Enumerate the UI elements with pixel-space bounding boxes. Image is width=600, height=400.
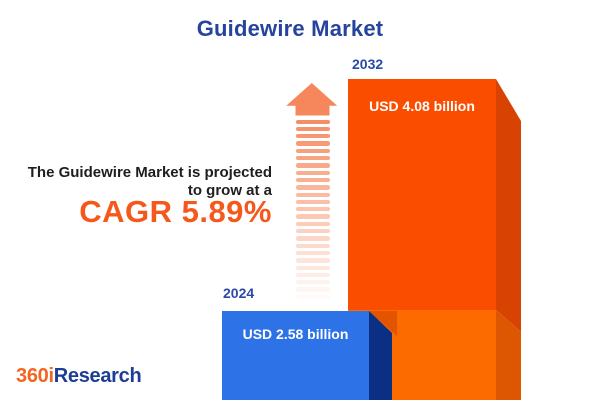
growth-arrow-head-icon (286, 83, 338, 116)
growth-arrow-stripe (295, 243, 330, 248)
annotation-line2: to grow at a (187, 182, 272, 199)
growth-arrow-stripe (295, 199, 330, 205)
growth-arrow-stripe (295, 207, 330, 212)
growth-arrow-stripe (295, 214, 330, 219)
growth-arrow-stripe (295, 141, 330, 146)
growth-arrow-stripe (295, 185, 330, 190)
brand-logo-suffix: Research (53, 365, 142, 387)
growth-arrow-stripe (295, 148, 330, 154)
bar-2032-side-lower (496, 310, 521, 400)
annotation-line1: The Guidewire Market is projected (27, 164, 272, 181)
growth-arrow-stripe (295, 250, 330, 256)
bar-value-2032: USD 4.08 billion (369, 98, 475, 114)
growth-arrow-stripe (295, 287, 330, 292)
year-label-2024: 2024 (223, 285, 255, 301)
growth-arrow-stripe (295, 258, 330, 263)
growth-arrow-stripe (295, 192, 330, 197)
page-title: Guidewire Market (196, 16, 384, 41)
bar-2024-front (222, 311, 369, 400)
growth-arrow-stripe (295, 170, 330, 175)
brand-logo: 360iResearch (16, 365, 142, 388)
growth-arrow-stripe (295, 119, 330, 124)
bar-2024-shadow (369, 311, 397, 336)
growth-arrow-stripe (295, 156, 330, 161)
growth-arrow-stripe (295, 294, 330, 300)
growth-arrow-stripe (295, 265, 330, 270)
growth-arrow-stripe (295, 134, 330, 139)
growth-arrow-stripe (295, 126, 330, 132)
growth-arrow-stripe (295, 229, 330, 234)
bar-2032-front-upper (348, 79, 496, 310)
year-label-2032: 2032 (352, 56, 384, 72)
growth-arrow-stripe (295, 163, 330, 168)
growth-arrow-stripe (295, 221, 330, 227)
bar-value-2024: USD 2.58 billion (242, 326, 349, 342)
growth-arrow-stripe (295, 177, 330, 183)
growth-annotation: The Guidewire Market is projected to gro… (27, 164, 272, 229)
cagr-value: CAGR 5.89% (79, 194, 272, 229)
brand-logo-prefix: 360i (16, 365, 54, 387)
growth-arrow-stripe (295, 236, 330, 241)
growth-arrow-stripe (295, 280, 330, 285)
bar-2024-side (369, 311, 392, 400)
growth-arrow-stripe (295, 272, 330, 278)
bar-2032-side-upper (496, 79, 521, 332)
